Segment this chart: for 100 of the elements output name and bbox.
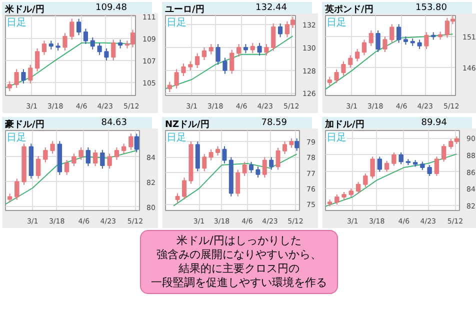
candlestick <box>384 160 390 172</box>
candlestick <box>417 39 422 50</box>
candlestick <box>181 63 186 77</box>
candlestick <box>424 32 429 50</box>
candlestick <box>250 42 255 54</box>
line-series <box>166 36 294 90</box>
candlestick <box>276 147 280 170</box>
candlestick <box>434 156 440 176</box>
candlestick <box>83 28 88 44</box>
line-series <box>173 154 298 206</box>
candlestick <box>104 48 109 61</box>
candlestick <box>14 68 19 88</box>
candlestick <box>76 18 82 36</box>
candlestick <box>392 152 396 166</box>
text: 強含みの展開になりやすいから、 <box>156 248 322 261</box>
candlestick <box>42 40 47 56</box>
candlestick <box>294 138 300 152</box>
candlestick <box>257 42 262 56</box>
candlestick <box>70 18 74 40</box>
candlestick <box>249 161 254 174</box>
chart-subtitle: 78.59 <box>261 118 287 130</box>
candlestick <box>334 194 340 206</box>
chart-title: NZドル/円 <box>165 118 210 131</box>
candlestick <box>174 68 179 90</box>
chart-subtitle: 132.44 <box>256 3 287 15</box>
candlestick <box>202 154 207 172</box>
candlestick <box>398 152 404 165</box>
annotation: 日足 <box>326 18 346 28</box>
candlestick <box>107 153 112 170</box>
chart-title: 米ドル/円 <box>5 3 44 16</box>
candlestick <box>90 36 95 50</box>
candlestick <box>236 44 242 58</box>
candlestick <box>167 81 172 93</box>
candlestick <box>396 24 402 44</box>
candlestick <box>264 44 269 56</box>
candlestick <box>78 146 84 160</box>
candlestick <box>86 146 91 167</box>
candlestick <box>50 140 55 154</box>
line-series <box>326 154 458 207</box>
candlestick <box>441 143 446 162</box>
annotation: 日足 <box>6 132 26 144</box>
candlestick <box>269 156 274 170</box>
candlestick <box>262 156 267 178</box>
candlestick <box>121 143 126 154</box>
candlestick <box>128 133 134 150</box>
candlestick <box>36 156 41 180</box>
chart-subtitle: 84.63 <box>101 118 127 130</box>
candlestick <box>208 148 214 161</box>
candlestick <box>62 32 68 52</box>
candlestick <box>222 57 228 74</box>
candlestick <box>370 156 375 179</box>
chart-subtitle: 153.80 <box>416 3 447 15</box>
candlestick <box>355 48 360 62</box>
candlestick <box>97 42 102 56</box>
candlestick <box>427 164 432 176</box>
candlestick <box>356 181 361 194</box>
candlestick <box>376 30 380 53</box>
candlestick <box>289 138 294 148</box>
chart-subtitle: 109.48 <box>96 3 127 15</box>
candlestick <box>21 68 26 84</box>
candlestick <box>134 133 139 153</box>
candlestick <box>216 44 220 66</box>
candlestick <box>216 146 220 156</box>
candlestick <box>222 146 227 164</box>
annotation: 日足 <box>166 132 186 144</box>
candlestick <box>64 159 70 176</box>
candlestick <box>72 153 76 167</box>
chart-subtitle: 89.94 <box>421 118 447 130</box>
candlestick <box>334 68 339 84</box>
candlestick <box>382 36 388 53</box>
candlestick <box>208 44 214 55</box>
candlestick <box>43 146 48 163</box>
candlestick <box>348 54 353 68</box>
chart-title: 豪ドル/円 <box>5 118 44 131</box>
candlestick <box>230 49 234 74</box>
annotation: 日足 <box>6 18 26 28</box>
candlestick <box>100 149 105 170</box>
chart-title: 英ポンド/円 <box>325 3 374 16</box>
candlestick <box>202 47 207 61</box>
candlestick <box>195 140 200 172</box>
candlestick <box>243 44 248 54</box>
candlestick <box>362 39 367 56</box>
candlestick <box>114 146 120 160</box>
candlestick <box>363 172 368 188</box>
candlestick <box>341 60 346 76</box>
text: 結果的に主要クロス円の <box>178 262 300 275</box>
candlestick <box>111 39 116 61</box>
candlestick <box>368 30 374 46</box>
chart-title: ユーロ/円 <box>165 4 204 16</box>
candlestick <box>242 161 247 176</box>
candlestick <box>35 48 40 72</box>
candlestick <box>92 149 98 167</box>
candlestick <box>14 178 20 200</box>
candlestick <box>256 166 260 178</box>
text: 米ドル/円はしっかりした <box>176 234 302 247</box>
chart-title: 加ドル/円 <box>325 118 364 131</box>
candlestick <box>182 177 186 200</box>
candlestick <box>282 140 287 155</box>
text: 一段堅調を促進しやすい環境を作る <box>151 276 327 289</box>
candlestick <box>188 60 193 71</box>
